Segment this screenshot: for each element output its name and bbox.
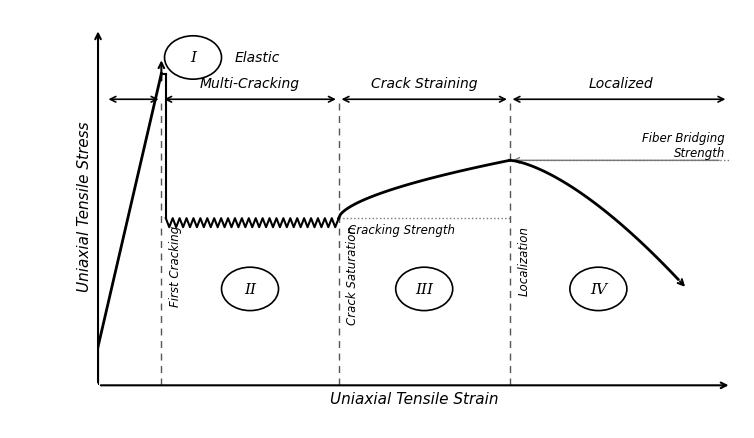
- Text: I: I: [190, 51, 196, 65]
- Text: Localized: Localized: [588, 77, 653, 90]
- Text: Elastic: Elastic: [234, 51, 280, 65]
- Y-axis label: Uniaxial Tensile Stress: Uniaxial Tensile Stress: [78, 121, 93, 291]
- Ellipse shape: [164, 37, 222, 80]
- X-axis label: Uniaxial Tensile Strain: Uniaxial Tensile Strain: [330, 391, 499, 406]
- Text: IV: IV: [590, 282, 607, 296]
- Text: First Cracking: First Cracking: [169, 225, 182, 306]
- Text: III: III: [415, 282, 434, 296]
- Text: II: II: [244, 282, 256, 296]
- Text: Localization: Localization: [517, 225, 530, 295]
- Text: Crack Straining: Crack Straining: [371, 77, 477, 90]
- Text: Multi-Cracking: Multi-Cracking: [200, 77, 300, 90]
- Text: Fiber Bridging
Strength: Fiber Bridging Strength: [642, 131, 725, 159]
- Text: Cracking Strength: Cracking Strength: [348, 223, 455, 237]
- Ellipse shape: [396, 268, 452, 311]
- Text: Crack Saturation: Crack Saturation: [346, 225, 360, 324]
- Ellipse shape: [570, 268, 627, 311]
- Ellipse shape: [222, 268, 278, 311]
